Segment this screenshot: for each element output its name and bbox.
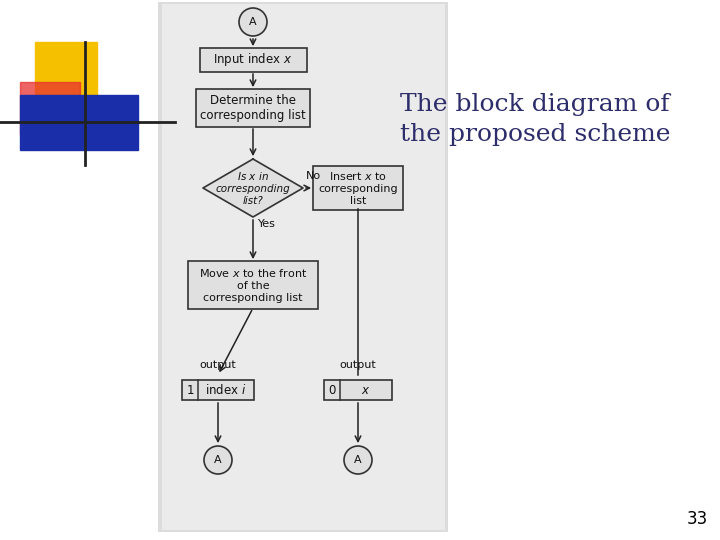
FancyBboxPatch shape bbox=[158, 2, 448, 532]
Text: output: output bbox=[340, 360, 377, 370]
Bar bbox=[35, 42, 97, 104]
Text: 1: 1 bbox=[186, 383, 194, 396]
FancyBboxPatch shape bbox=[188, 261, 318, 309]
Bar bbox=[182, 380, 254, 400]
FancyBboxPatch shape bbox=[196, 89, 310, 127]
Text: A: A bbox=[249, 17, 257, 27]
FancyBboxPatch shape bbox=[199, 48, 307, 72]
Bar bbox=[324, 380, 392, 400]
Text: $x$: $x$ bbox=[361, 383, 371, 396]
Text: index $i$: index $i$ bbox=[205, 383, 247, 397]
Bar bbox=[20, 82, 80, 134]
Text: Yes: Yes bbox=[258, 219, 276, 229]
Text: output: output bbox=[199, 360, 236, 370]
Circle shape bbox=[344, 446, 372, 474]
Text: The block diagram of: The block diagram of bbox=[400, 93, 670, 117]
Text: Determine the
corresponding list: Determine the corresponding list bbox=[200, 94, 306, 122]
FancyBboxPatch shape bbox=[162, 4, 445, 530]
Text: Input index $x$: Input index $x$ bbox=[213, 51, 292, 69]
Circle shape bbox=[204, 446, 232, 474]
Polygon shape bbox=[203, 159, 303, 217]
Text: Insert $x$ to
corresponding
list: Insert $x$ to corresponding list bbox=[318, 171, 398, 206]
Text: A: A bbox=[354, 455, 362, 465]
Text: 33: 33 bbox=[687, 510, 708, 528]
FancyBboxPatch shape bbox=[313, 166, 403, 210]
Bar bbox=[20, 95, 138, 150]
Text: No: No bbox=[306, 171, 321, 181]
Text: Move $x$ to the front
of the
corresponding list: Move $x$ to the front of the correspondi… bbox=[199, 267, 307, 302]
Circle shape bbox=[239, 8, 267, 36]
Text: A: A bbox=[214, 455, 222, 465]
Text: the proposed scheme: the proposed scheme bbox=[400, 124, 670, 146]
Text: Is $x$ in
corresponding
list?: Is $x$ in corresponding list? bbox=[215, 171, 290, 206]
Text: 0: 0 bbox=[328, 383, 336, 396]
